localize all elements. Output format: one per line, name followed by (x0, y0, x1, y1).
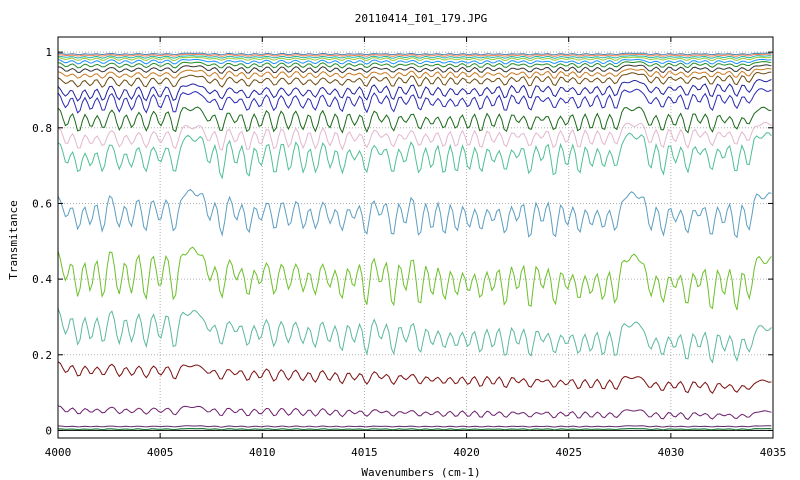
spectrum-series-line (57, 58, 772, 65)
spectrum-series-line (57, 67, 772, 80)
x-axis-label: Wavenumbers (cm-1) (361, 466, 480, 479)
spectrum-series-line (57, 246, 772, 311)
spectrum-series-line (57, 61, 772, 69)
x-tick-label: 4035 (760, 446, 787, 459)
spectrum-series-line (57, 106, 772, 134)
spectrum-series-line (57, 427, 772, 431)
spectrum-series-line (57, 308, 772, 364)
spectrum-series-line (57, 405, 772, 421)
spectrum-series-line (57, 56, 772, 62)
spectrum-series-line (57, 121, 772, 151)
y-tick-label: 0.8 (32, 122, 52, 135)
spectrum-series-line (58, 52, 772, 56)
spectrum-series-line (57, 88, 772, 114)
x-tick-label: 4030 (658, 446, 685, 459)
x-tick-label: 4000 (45, 446, 72, 459)
spectrum-series-line (57, 361, 772, 395)
x-tick-label: 4015 (351, 446, 378, 459)
spectrum-series-line (57, 71, 772, 88)
spectrum-series-line (57, 64, 772, 74)
chart-title: 20110414_I01_179.JPG (355, 12, 487, 25)
y-tick-label: 0.2 (32, 349, 52, 362)
y-tick-label: 0.4 (32, 273, 52, 286)
spectrum-series-line (57, 132, 772, 180)
x-tick-label: 4020 (453, 446, 480, 459)
y-tick-label: 0 (45, 424, 52, 437)
y-tick-label: 0.6 (32, 197, 52, 210)
ticks: 4000 4005 4010 4015 4020 4025 4030 4035 0 0.2 0.4 0… (32, 37, 786, 459)
spectrum-series-line (58, 425, 772, 428)
spectrum-series-line (57, 53, 772, 57)
y-tick-label: 1 (45, 46, 52, 59)
plot-frame (57, 36, 774, 439)
x-tick-label: 4010 (249, 446, 276, 459)
series-group (57, 52, 772, 431)
y-axis-label: Transmitance (7, 200, 20, 279)
x-tick-label: 4025 (555, 446, 582, 459)
spectrum-series-line (57, 78, 772, 102)
spectrum-series-line (57, 188, 772, 239)
spectrum-series-line (57, 55, 772, 59)
x-tick-label: 4005 (147, 446, 174, 459)
